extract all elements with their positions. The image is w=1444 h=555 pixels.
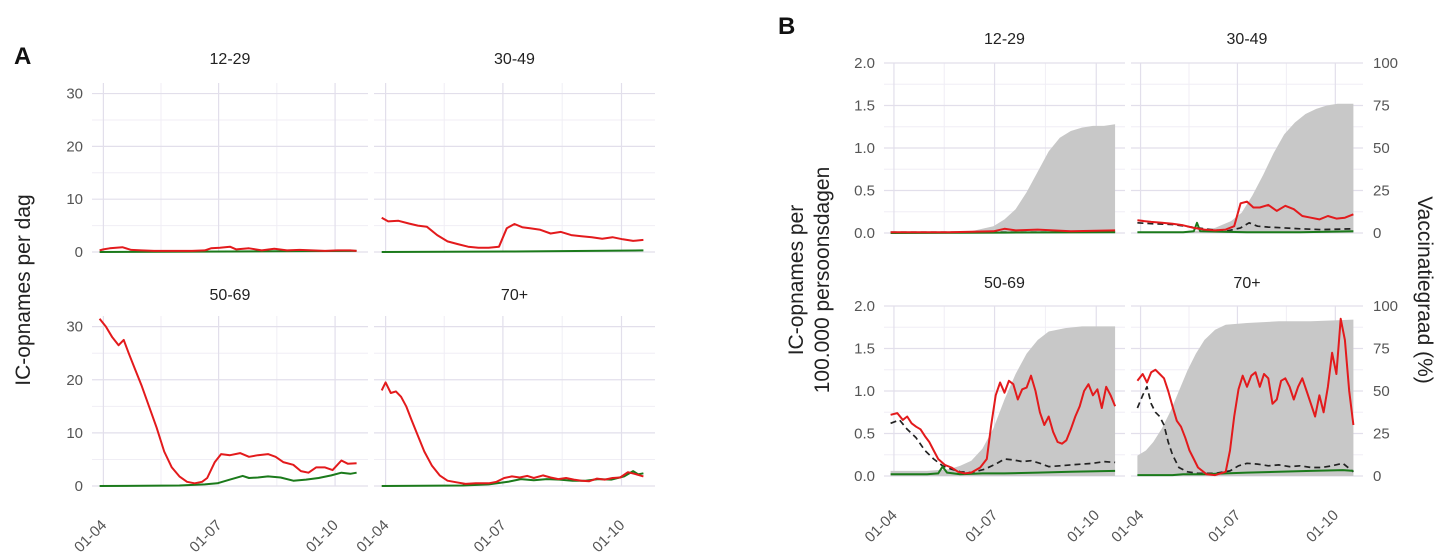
- facet-title: 30-49: [1227, 31, 1268, 48]
- x-tick-label: 01-10: [303, 517, 342, 555]
- y2-tick-label: 50: [1373, 140, 1390, 157]
- facet-background: [374, 316, 655, 486]
- panel-a-y-axis-title: IC-opnames per dag: [12, 194, 35, 385]
- vaccination-area: [890, 326, 1116, 476]
- y-tick-label: 10: [66, 425, 83, 442]
- y-tick-label: 1.0: [854, 383, 875, 400]
- x-tick-label: 01-10: [589, 517, 628, 555]
- panel-a-label: A: [14, 43, 31, 70]
- y-tick-label: 1.0: [854, 140, 875, 157]
- x-tick-label: 01-10: [1064, 507, 1103, 546]
- y-tick-label: 1.5: [854, 98, 875, 115]
- y2-tick-label: 0: [1373, 225, 1381, 242]
- y2-tick-label: 75: [1373, 341, 1390, 358]
- y-tick-label: 0.5: [854, 183, 875, 200]
- series-green: [1137, 221, 1354, 234]
- y-tick-label: 0: [75, 244, 83, 261]
- y-tick-label: 2.0: [854, 55, 875, 72]
- facet-a-12-29: 12-29 0 10 20 30: [66, 51, 368, 261]
- series-green: [99, 471, 357, 487]
- series-red: [1137, 200, 1354, 232]
- panel-b-y-axis-title-line2: 100.000 persoonsdagen: [811, 167, 834, 394]
- x-tick-label: 01-07: [1205, 507, 1244, 546]
- series-red: [380, 381, 644, 485]
- y-tick-label: 30: [66, 319, 83, 336]
- y-tick-label: 0.0: [854, 225, 875, 242]
- y2-tick-label: 100: [1373, 55, 1398, 72]
- x-tick-label: 01-04: [862, 507, 901, 546]
- series-red: [381, 216, 644, 249]
- x-tick-label: 01-04: [1108, 507, 1147, 546]
- y2-tick-label: 0: [1373, 468, 1381, 485]
- y-tick-label: 10: [66, 191, 83, 208]
- facet-a-50-69: 50-69 0 10 20 30 01-04 01-07 01-10: [66, 287, 368, 555]
- y-tick-label: 20: [66, 138, 83, 155]
- y2-tick-label: 25: [1373, 183, 1390, 200]
- facet-title: 12-29: [210, 51, 251, 68]
- y-tick-label: 1.5: [854, 341, 875, 358]
- series-red: [890, 227, 1116, 234]
- y-tick-label: 0.0: [854, 468, 875, 485]
- y-tick-label: 30: [66, 86, 83, 103]
- series-red: [890, 374, 1117, 475]
- facet-a-30-49: 30-49: [374, 51, 655, 253]
- facet-background: [374, 83, 655, 252]
- series-red: [1136, 317, 1355, 477]
- y2-tick-label: 50: [1373, 383, 1390, 400]
- facet-title: 30-49: [494, 51, 535, 68]
- facet-b-30-49: 30-49 0 25 50 75 100: [1131, 31, 1398, 242]
- y2-tick-label: 75: [1373, 98, 1390, 115]
- series-green: [381, 470, 644, 487]
- y2-tick-label: 25: [1373, 426, 1390, 443]
- x-tick-label: 01-07: [962, 507, 1001, 546]
- facet-background: [92, 316, 368, 486]
- facet-b-12-29: 12-29 0.0 0.5 1.0 1.5 2.0: [854, 31, 1125, 242]
- y2-tick-label: 100: [1373, 298, 1398, 315]
- x-tick-label: 01-04: [353, 517, 392, 555]
- series-green: [381, 249, 644, 253]
- x-tick-label: 01-10: [1303, 507, 1342, 546]
- facet-title: 70+: [501, 287, 528, 304]
- x-tick-label: 01-07: [186, 517, 225, 555]
- x-tick-label: 01-07: [471, 517, 510, 555]
- series-green: [890, 465, 1116, 476]
- facet-title: 50-69: [210, 287, 251, 304]
- series-black-dashed: [890, 419, 1116, 474]
- facet-title: 50-69: [984, 275, 1025, 292]
- facet-background: [92, 83, 368, 252]
- panel-b-label: B: [778, 13, 795, 40]
- y-tick-label: 20: [66, 372, 83, 389]
- facet-title: 70+: [1233, 275, 1260, 292]
- facets-layer: 12-29 0 10 20 30 30-49 50-69 0 10 20 30 01-04 01-07 0…: [66, 31, 1398, 555]
- vaccination-area: [1137, 319, 1354, 476]
- series-red: [98, 318, 357, 485]
- y-tick-label: 0: [75, 478, 83, 495]
- panel-b-y2-axis-title: Vaccinatiegraad (%): [1413, 196, 1436, 384]
- facet-b-70plus: 70+ 0 25 50 75 100 01-04 01-07 01-10: [1108, 275, 1398, 546]
- y-tick-label: 2.0: [854, 298, 875, 315]
- series-red: [99, 245, 357, 252]
- facet-b-50-69: 50-69 0.0 0.5 1.0 1.5 2.0 01-04 01-07 01-10: [854, 275, 1125, 546]
- vaccination-area: [1137, 103, 1354, 233]
- facet-title: 12-29: [984, 31, 1025, 48]
- panel-b-y-axis-title-line1: IC-opnames per: [785, 205, 808, 356]
- series-green: [1137, 469, 1354, 477]
- x-tick-label: 01-04: [71, 517, 110, 555]
- vaccination-area: [890, 124, 1116, 233]
- facet-a-70plus: 70+ 01-04 01-07 01-10: [353, 287, 655, 555]
- y-tick-label: 0.5: [854, 426, 875, 443]
